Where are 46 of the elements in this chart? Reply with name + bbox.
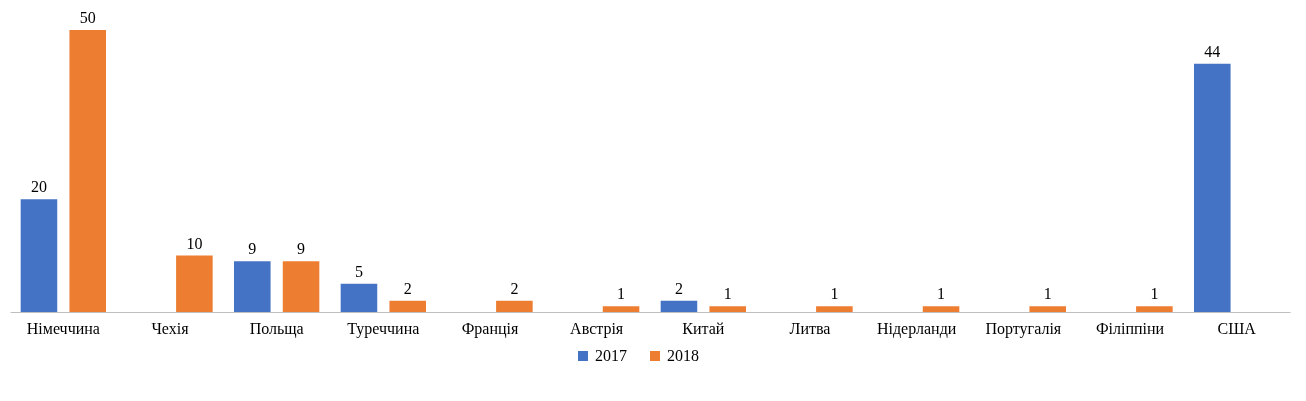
data-label: 1 — [1043, 285, 1052, 303]
data-label: 2 — [403, 279, 412, 297]
bar — [922, 306, 960, 312]
data-label: 1 — [617, 285, 626, 303]
x-tick-label: Португалія — [985, 319, 1062, 338]
bar — [282, 261, 320, 312]
data-label: 10 — [186, 234, 203, 252]
data-label: 9 — [248, 240, 257, 258]
x-tick-label: Філіппіни — [1095, 319, 1165, 337]
bar — [602, 306, 640, 312]
x-tick-label: Австрія — [570, 319, 624, 338]
bar — [1194, 63, 1231, 312]
legend-label: 2018 — [667, 347, 699, 364]
data-label: 2 — [510, 279, 519, 297]
x-tick-label: Польща — [249, 319, 304, 338]
bar — [496, 300, 533, 312]
legend-label: 2017 — [595, 347, 627, 364]
data-label: 2 — [674, 279, 683, 297]
bar — [69, 30, 106, 312]
x-tick-label: Туреччина — [347, 319, 420, 338]
data-label: 1 — [723, 285, 732, 303]
bar — [709, 306, 746, 312]
bar — [340, 283, 378, 312]
bar — [234, 261, 271, 312]
bar — [1029, 306, 1066, 312]
data-label: 44 — [1204, 42, 1221, 60]
x-tick-label: Чехія — [151, 319, 190, 337]
x-tick-label: Нідерланди — [876, 319, 957, 338]
bar — [660, 300, 698, 312]
x-tick-label: США — [1217, 319, 1257, 337]
data-label: 5 — [354, 262, 363, 280]
data-label: 1 — [830, 285, 839, 303]
data-label: 9 — [297, 240, 306, 258]
data-label: 1 — [937, 285, 946, 303]
bar — [389, 300, 426, 312]
x-tick-label: Німеччина — [26, 319, 100, 337]
data-label: 1 — [1150, 285, 1159, 303]
bar — [816, 306, 853, 312]
x-tick-label: Литва — [789, 319, 831, 337]
bar — [20, 199, 58, 312]
x-tick-label: Китай — [682, 319, 725, 337]
bar — [176, 255, 213, 312]
data-label: 50 — [79, 9, 96, 26]
bar — [1136, 306, 1173, 312]
data-label: 20 — [30, 178, 47, 196]
x-tick-label: Франція — [461, 319, 519, 338]
